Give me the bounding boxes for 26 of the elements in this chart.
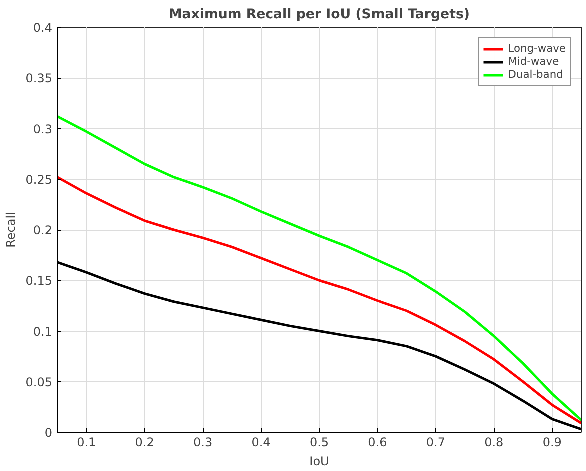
y-tick-label: 0.1 — [33, 324, 53, 339]
legend-label: Long-wave — [508, 42, 566, 55]
y-tick-label: 0.25 — [26, 172, 52, 187]
y-tick-label: 0.35 — [26, 72, 52, 86]
x-axis-title: IoU — [310, 454, 330, 468]
x-tick-label: 0.4 — [252, 436, 271, 450]
x-tick-label: 0.9 — [542, 436, 562, 450]
x-tick-label: 0.2 — [135, 436, 154, 450]
x-tick-label: 0.8 — [484, 436, 504, 450]
chart-title: Maximum Recall per IoU (Small Targets) — [169, 8, 470, 22]
x-tick-label: 0.7 — [426, 436, 446, 450]
legend-label: Mid-wave — [508, 55, 560, 68]
x-tick-label: 0.1 — [77, 436, 96, 450]
y-axis-title: Recall — [4, 212, 18, 248]
x-tick-label: 0.3 — [194, 436, 213, 450]
x-tick-label: 0.6 — [368, 436, 388, 450]
legend-label: Dual-band — [508, 68, 564, 81]
y-tick-label: 0.4 — [33, 21, 53, 35]
y-tick-label: 0.3 — [33, 122, 53, 136]
x-tick-label: 0.5 — [310, 436, 330, 450]
line-series — [58, 115, 582, 422]
y-tick-label: 0 — [44, 426, 53, 440]
line-series — [58, 176, 582, 425]
y-tick-label: 0.15 — [26, 274, 52, 288]
y-tick-label: 0.05 — [26, 375, 52, 390]
y-tick-label: 0.2 — [33, 224, 53, 238]
